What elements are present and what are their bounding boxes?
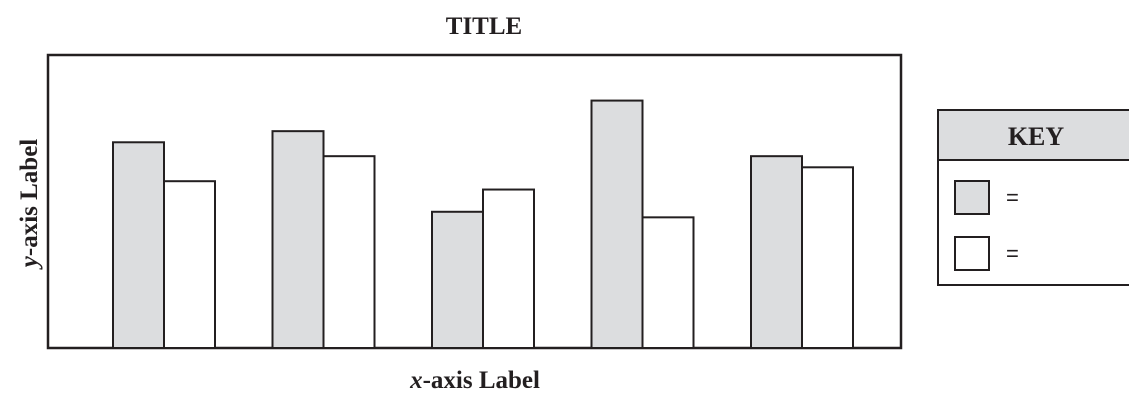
bar-group-3-series-1: [431, 210, 484, 349]
legend-header: [937, 109, 1129, 161]
bar-group-2-series-2: [322, 155, 376, 349]
x-axis-label-rest: -axis Label: [423, 367, 540, 394]
bar-group-4-series-2: [641, 216, 695, 349]
bar-group-5-series-1: [750, 155, 803, 349]
bars-group: [112, 99, 854, 349]
y-axis-label-rest: -axis Label: [16, 139, 43, 256]
legend-swatch-series-1: [954, 180, 990, 215]
y-axis-label: y-axis Label: [16, 139, 43, 271]
bar-group-5-series-2: [801, 166, 854, 349]
bar-group-4-series-1: [590, 99, 644, 349]
legend: KEY = =: [937, 109, 1129, 286]
bar-group-1-series-2: [163, 180, 216, 349]
legend-entry-2: =: [1006, 241, 1019, 266]
legend-title: KEY: [1008, 122, 1065, 151]
bar-group-2-series-1: [271, 130, 325, 349]
legend-swatch-series-2: [954, 236, 990, 271]
bar-group-1-series-1: [112, 141, 165, 349]
legend-entry-1: =: [1006, 185, 1019, 210]
chart-title: TITLE: [446, 13, 522, 40]
x-axis-label: x-axis Label: [409, 367, 540, 394]
bar-group-3-series-2: [482, 188, 535, 349]
y-axis-label-italic: y: [16, 255, 43, 270]
x-axis-label-italic: x: [409, 367, 423, 394]
